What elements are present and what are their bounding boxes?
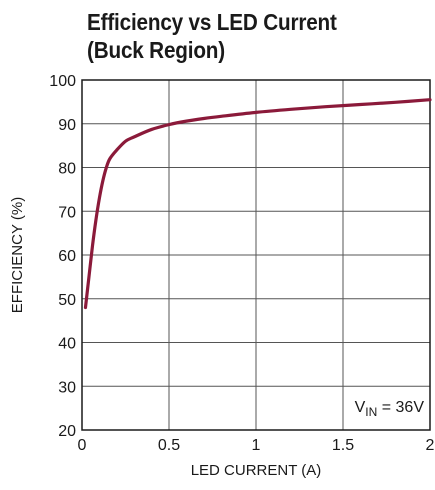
y-tick-label: 100: [49, 73, 76, 90]
tick-labels: 0 0.5 1 1.5 2 20 30 40 50 60 70 80 90 100: [49, 73, 434, 454]
chart-title-line-1: Efficiency vs LED Current: [87, 9, 337, 35]
x-tick-label: 2: [426, 437, 435, 454]
chart-title-line-2: (Buck Region): [87, 37, 225, 63]
vin-annotation-subscript: IN: [365, 405, 377, 419]
y-tick-label: 50: [58, 292, 76, 309]
x-tick-label: 0.5: [158, 437, 180, 454]
y-tick-label: 60: [58, 248, 76, 265]
vin-annotation-main: V: [355, 399, 366, 416]
x-axis-label: LED CURRENT (A): [191, 462, 322, 479]
y-tick-label: 80: [58, 161, 76, 178]
series-layer: [83, 98, 432, 310]
x-tick-label: 0: [78, 437, 87, 454]
y-tick-label: 70: [58, 204, 76, 221]
plot-frame: [81, 79, 431, 431]
series-line-0: [83, 98, 432, 310]
y-tick-label: 30: [58, 379, 76, 396]
x-tick-label: 1.5: [332, 437, 354, 454]
vin-annotation: VIN = 36V: [355, 399, 425, 419]
x-tick-label: 1: [252, 437, 261, 454]
y-tick-label: 90: [58, 117, 76, 134]
chart-title: Efficiency vs LED Current (Buck Region): [87, 8, 337, 64]
y-axis-label: EFFICIENCY (%): [9, 197, 26, 313]
y-tick-label: 20: [58, 423, 76, 440]
grid-lines: [82, 80, 430, 430]
vin-annotation-suffix: = 36V: [377, 399, 424, 416]
y-tick-label: 40: [58, 336, 76, 353]
